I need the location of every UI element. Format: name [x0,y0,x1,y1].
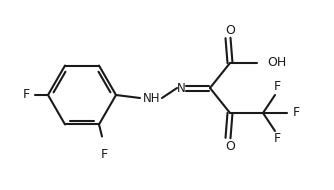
Text: F: F [101,148,108,161]
Text: NH: NH [143,92,161,105]
Text: O: O [225,139,235,153]
Text: O: O [225,24,235,36]
Text: OH: OH [267,56,286,70]
Text: F: F [293,107,300,120]
Text: F: F [23,89,30,101]
Text: F: F [274,81,281,93]
Text: N: N [177,82,185,94]
Text: F: F [274,132,281,146]
